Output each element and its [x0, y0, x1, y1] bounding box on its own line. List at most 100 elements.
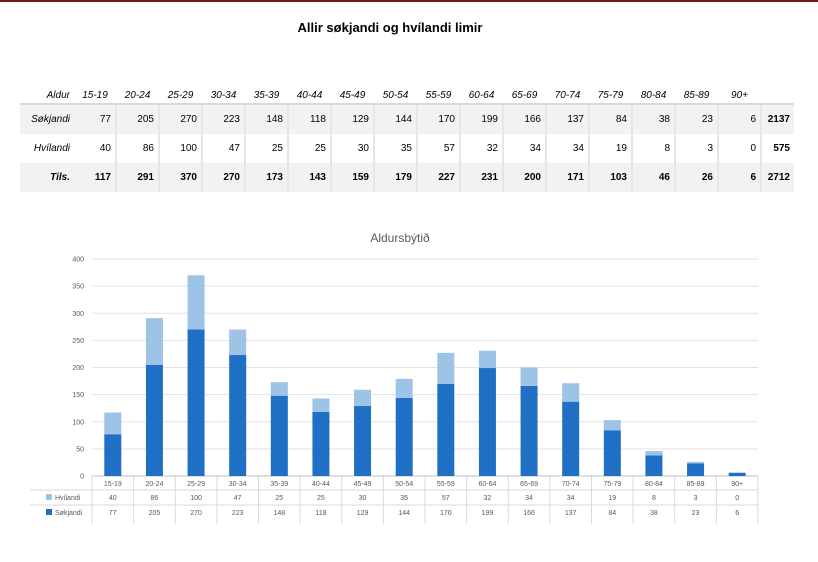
data-label-sokjandi: 205 [149, 510, 161, 517]
data-label-sokjandi: 84 [608, 510, 616, 517]
bar-hvilandi [104, 412, 122, 435]
bar-sokjandi [229, 355, 247, 476]
bar-sokjandi [354, 406, 372, 476]
legend-label-sokjandi: Søkjandi [55, 510, 83, 517]
bar-hvilandi [395, 378, 413, 398]
column-header: 50-54 [374, 88, 417, 105]
bar-sokjandi [562, 401, 580, 476]
data-label-hvilandi: 86 [151, 495, 159, 502]
x-tick-label: 35-39 [270, 481, 288, 488]
bar-sokjandi [437, 383, 455, 476]
data-label-hvilandi: 35 [400, 495, 408, 502]
bar-hvilandi [270, 382, 288, 396]
column-header: 20-24 [116, 88, 159, 105]
bar-hvilandi [437, 352, 455, 384]
row-label: Tils. [20, 163, 74, 192]
table-cell: 173 [244, 163, 288, 192]
table-cell: 34 [502, 134, 546, 163]
bar-hvilandi [603, 420, 621, 431]
table-cell: 166 [502, 103, 546, 134]
column-header: 25-29 [159, 88, 202, 105]
bar-sokjandi [645, 455, 663, 476]
table-cell: 227 [416, 163, 460, 192]
bar-sokjandi [104, 434, 122, 476]
data-label-hvilandi: 3 [694, 495, 698, 502]
corner-label: Aldur [20, 88, 74, 105]
legend-swatch-hvilandi [46, 494, 52, 500]
column-header: 45-49 [331, 88, 374, 105]
column-header: 65-69 [503, 88, 546, 105]
data-label-hvilandi: 57 [442, 495, 450, 502]
table-cell: 19 [588, 134, 632, 163]
bar-sokjandi [687, 463, 705, 476]
x-tick-label: 45-49 [354, 481, 372, 488]
data-label-sokjandi: 166 [523, 510, 535, 517]
table-cell: 223 [201, 103, 245, 134]
chart-title: Aldursbýtið [370, 231, 430, 245]
column-header: 80-84 [632, 88, 675, 105]
table-cell: 6 [717, 163, 761, 192]
bar-hvilandi [312, 398, 330, 412]
row-label: Hvílandi [33, 143, 70, 154]
table-cell: 148 [244, 103, 288, 134]
table-cell: 46 [631, 163, 675, 192]
table-cell: 199 [459, 103, 503, 134]
table-cell: 137 [545, 103, 589, 134]
table-cell: 129 [330, 103, 374, 134]
x-tick-label: 20-24 [145, 481, 163, 488]
y-tick-label: 100 [72, 419, 84, 426]
bar-hvilandi [229, 329, 247, 356]
table-cell: 34 [545, 134, 589, 163]
y-tick-label: 0 [80, 474, 84, 481]
x-tick-label: 75-79 [603, 481, 621, 488]
table-cell: 8 [631, 134, 675, 163]
column-header-total [761, 88, 794, 105]
table-cell: 100 [158, 134, 202, 163]
data-label-sokjandi: 38 [650, 510, 658, 517]
table-cell: 144 [373, 103, 417, 134]
y-tick-label: 150 [72, 392, 84, 399]
bar-hvilandi [145, 318, 163, 365]
x-tick-label: 85-89 [687, 481, 705, 488]
column-header: 90+ [718, 88, 761, 105]
data-label-hvilandi: 8 [652, 495, 656, 502]
table-cell: 118 [287, 103, 331, 134]
bar-sokjandi [728, 472, 746, 476]
table-cell: 370 [158, 163, 202, 192]
table-cell: 171 [545, 163, 589, 192]
table-cell: 179 [373, 163, 417, 192]
legend-label-hvilandi: Hvílandi [55, 495, 81, 502]
table-row: Søkjandi 77 205 270 223 148 118 129 144 170 199 166… [20, 103, 794, 134]
table-cell: 47 [201, 134, 245, 163]
x-tick-label: 90+ [731, 481, 743, 488]
column-header: 85-89 [675, 88, 718, 105]
y-tick-label: 200 [72, 365, 84, 372]
data-label-hvilandi: 40 [109, 495, 117, 502]
data-label-hvilandi: 34 [567, 495, 575, 502]
column-header: 40-44 [288, 88, 331, 105]
bar-sokjandi [312, 411, 330, 476]
y-tick-label: 250 [72, 338, 84, 345]
table-cell: 84 [588, 103, 632, 134]
data-label-hvilandi: 34 [525, 495, 533, 502]
table-cell: 25 [287, 134, 331, 163]
data-label-sokjandi: 270 [190, 510, 202, 517]
x-tick-label: 50-54 [395, 481, 413, 488]
bar-hvilandi [187, 275, 205, 330]
row-total: 575 [760, 134, 794, 163]
table-cell: 231 [459, 163, 503, 192]
table-cell: 103 [588, 163, 632, 192]
top-border-line [0, 0, 818, 2]
table-cell: 270 [201, 163, 245, 192]
y-tick-label: 50 [76, 446, 84, 453]
table-cell: 38 [631, 103, 675, 134]
bar-hvilandi [645, 451, 663, 456]
row-total: 2712 [760, 163, 794, 192]
table-cell: 6 [717, 103, 761, 134]
data-label-sokjandi: 6 [735, 510, 739, 517]
age-table: Aldur 15-19 20-24 25-29 30-34 35-39 40-44 45-4… [20, 88, 794, 192]
data-label-sokjandi: 144 [398, 510, 410, 517]
page-title: Allir søkjandi og hvílandi limir [297, 20, 483, 35]
table-cell: 270 [158, 103, 202, 134]
table-cell: 86 [115, 134, 159, 163]
